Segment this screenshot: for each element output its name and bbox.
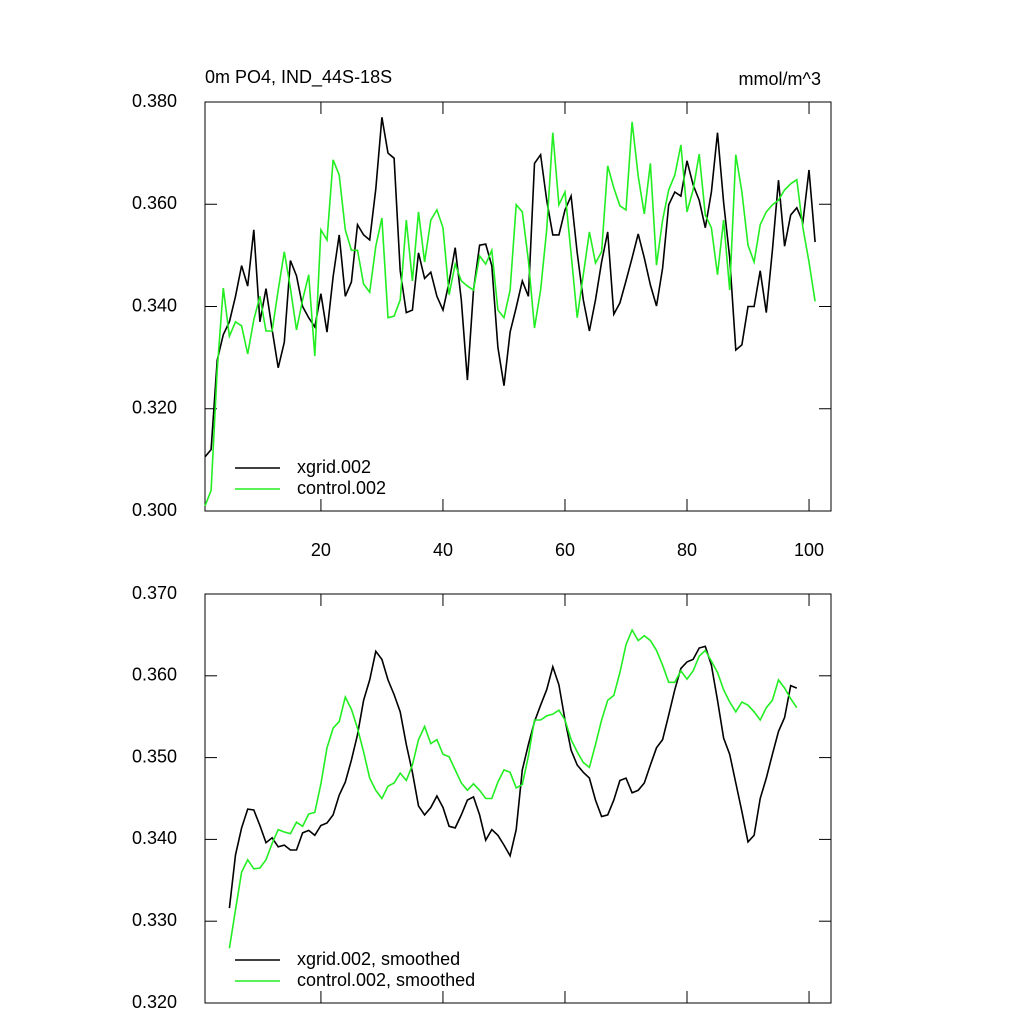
y-tick-label: 0.320 [132,992,177,1012]
chart-title: 0m PO4, IND_44S-18S [205,67,392,88]
y-tick-label: 0.340 [132,828,177,848]
plot-frame [204,593,832,1004]
legend-label: control.002, smoothed [297,970,475,990]
y-tick-label: 0.340 [132,295,177,315]
y-tick-label: 0.360 [132,665,177,685]
x-tick-label: 40 [433,540,453,560]
y-tick-label: 0.320 [132,398,177,418]
data-line [228,628,798,949]
y-tick-label: 0.300 [132,500,177,520]
y-tick-label: 0.360 [132,193,177,213]
x-tick-label: 100 [794,540,824,560]
x-tick-label: 60 [555,540,575,560]
legend-label: xgrid.002, smoothed [297,949,460,969]
data-line [204,117,816,458]
data-line [228,645,798,909]
x-tick-label: 80 [677,540,697,560]
legend-label: xgrid.002 [297,457,371,477]
legend-label: control.002 [297,478,386,498]
data-line [204,121,816,507]
units-label: mmol/m^3 [739,69,821,89]
y-tick-label: 0.380 [132,91,177,111]
x-tick-label: 20 [311,540,331,560]
y-tick-label: 0.370 [132,583,177,603]
y-tick-label: 0.350 [132,746,177,766]
y-tick-label: 0.330 [132,910,177,930]
